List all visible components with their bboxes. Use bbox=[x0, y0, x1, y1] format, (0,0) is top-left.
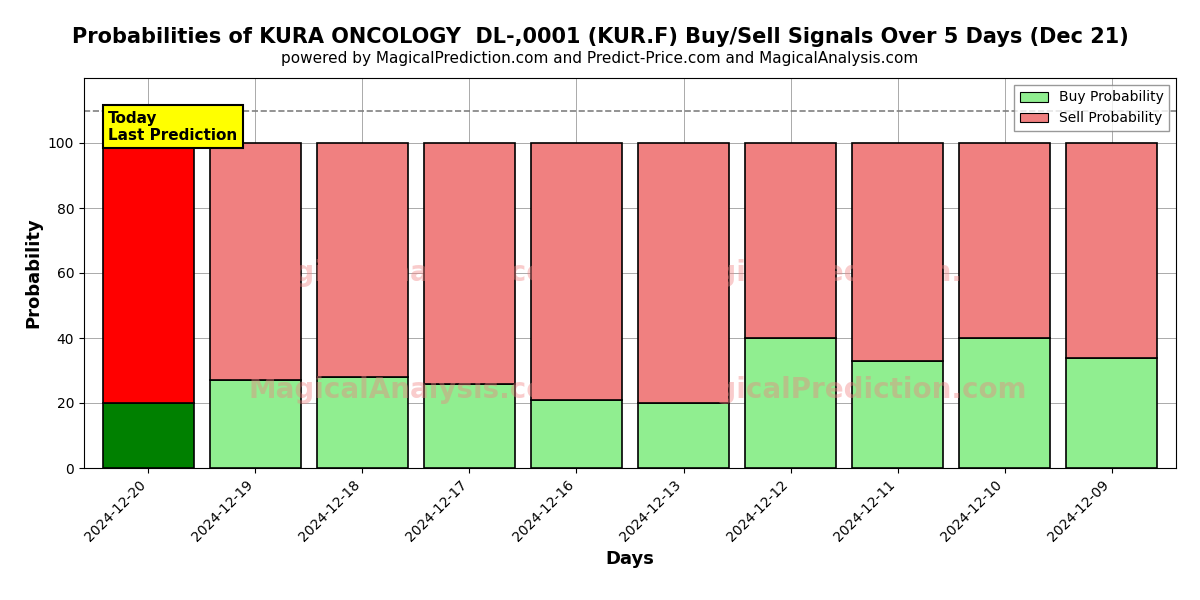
Bar bbox=[959, 338, 1050, 468]
Text: Today
Last Prediction: Today Last Prediction bbox=[108, 110, 238, 143]
Bar bbox=[530, 143, 622, 400]
Text: Probabilities of KURA ONCOLOGY  DL-,0001 (KUR.F) Buy/Sell Signals Over 5 Days (D: Probabilities of KURA ONCOLOGY DL-,0001 … bbox=[72, 27, 1128, 47]
Bar bbox=[638, 403, 730, 468]
Bar bbox=[1067, 143, 1157, 358]
Bar bbox=[317, 143, 408, 377]
X-axis label: Days: Days bbox=[606, 550, 654, 568]
Bar bbox=[210, 143, 301, 380]
Text: powered by MagicalPrediction.com and Predict-Price.com and MagicalAnalysis.com: powered by MagicalPrediction.com and Pre… bbox=[281, 51, 919, 66]
Bar bbox=[638, 143, 730, 403]
Bar bbox=[530, 400, 622, 468]
Text: MagicalAnalysis.com: MagicalAnalysis.com bbox=[248, 259, 575, 287]
Bar bbox=[424, 143, 515, 383]
Bar bbox=[745, 143, 836, 338]
Bar bbox=[959, 143, 1050, 338]
Bar bbox=[317, 377, 408, 468]
Bar bbox=[852, 361, 943, 468]
Bar bbox=[103, 403, 193, 468]
Text: MagicalPrediction.com: MagicalPrediction.com bbox=[670, 259, 1027, 287]
Bar bbox=[103, 143, 193, 403]
Bar bbox=[852, 143, 943, 361]
Bar bbox=[210, 380, 301, 468]
Bar bbox=[745, 338, 836, 468]
Bar bbox=[424, 383, 515, 468]
Text: MagicalAnalysis.com: MagicalAnalysis.com bbox=[248, 376, 575, 404]
Bar bbox=[1067, 358, 1157, 468]
Text: MagicalPrediction.com: MagicalPrediction.com bbox=[670, 376, 1027, 404]
Legend: Buy Probability, Sell Probability: Buy Probability, Sell Probability bbox=[1014, 85, 1169, 131]
Y-axis label: Probability: Probability bbox=[24, 218, 42, 328]
